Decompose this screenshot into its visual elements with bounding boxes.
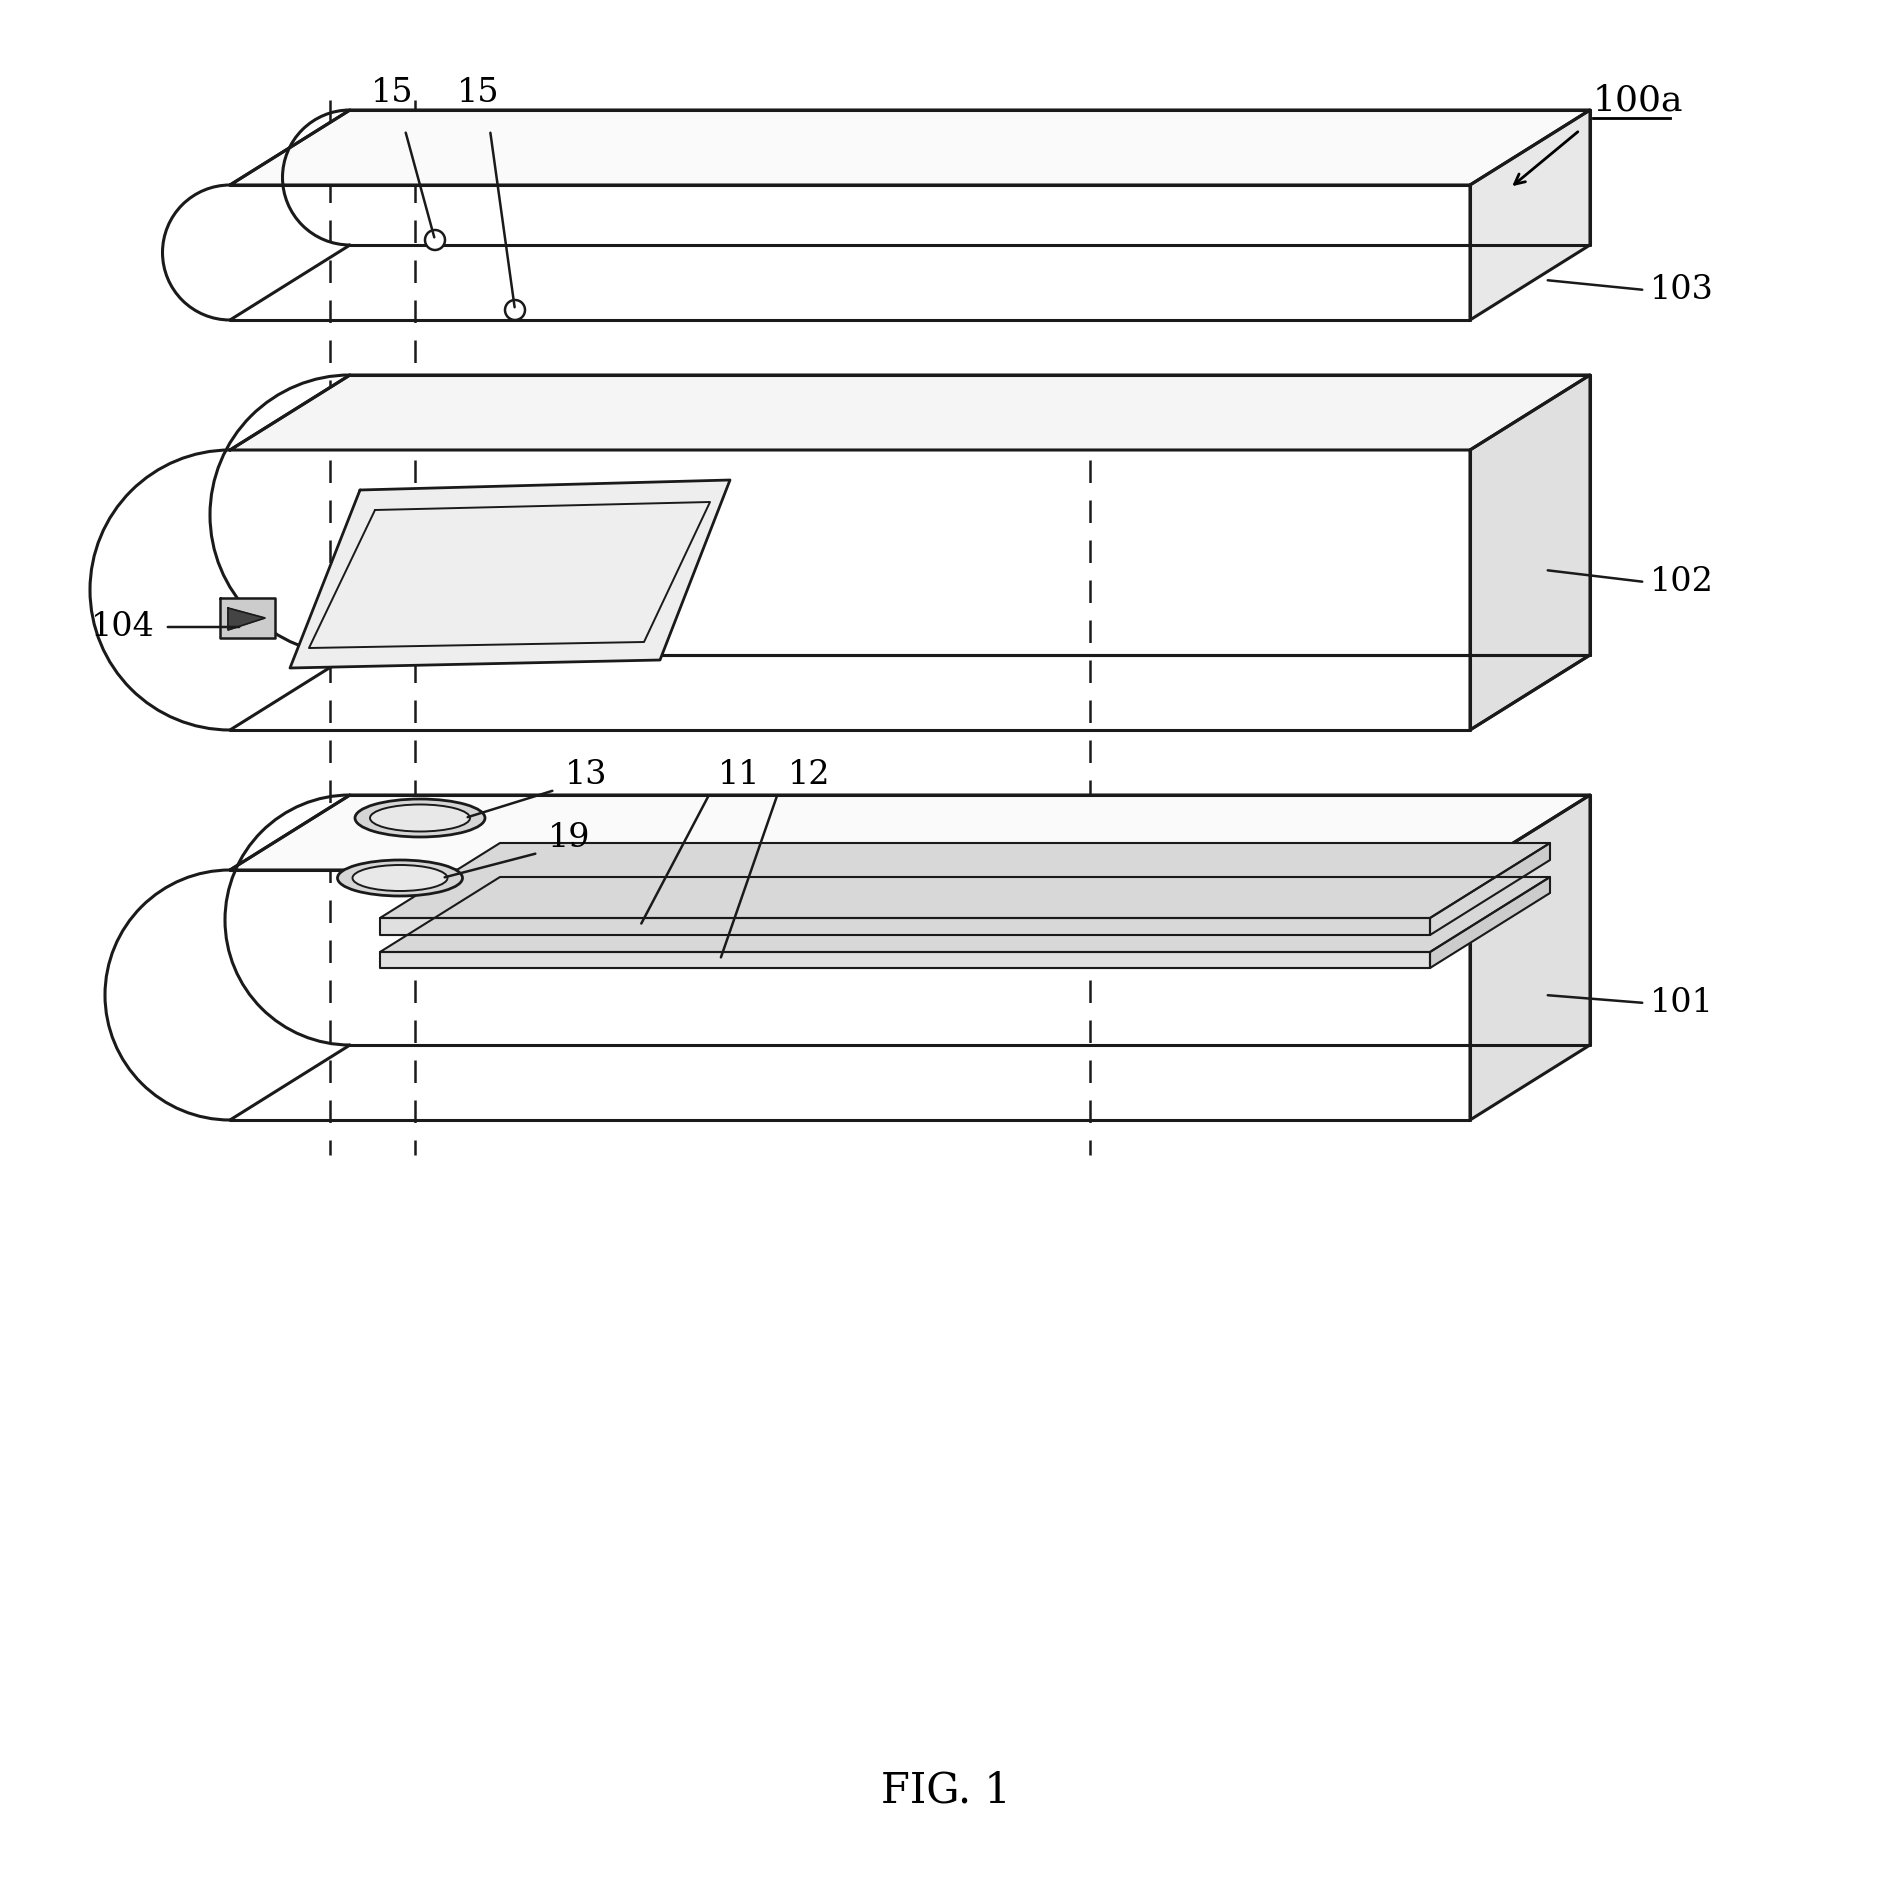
Ellipse shape <box>371 804 469 831</box>
Polygon shape <box>1470 110 1589 319</box>
Polygon shape <box>1470 795 1589 1120</box>
Text: 104: 104 <box>91 610 155 643</box>
Polygon shape <box>380 842 1550 918</box>
Polygon shape <box>1470 374 1589 730</box>
Polygon shape <box>1430 842 1550 935</box>
Circle shape <box>426 230 445 251</box>
Text: 100a: 100a <box>1593 84 1684 118</box>
Text: 12: 12 <box>787 758 831 791</box>
Circle shape <box>505 300 524 319</box>
Ellipse shape <box>337 859 462 895</box>
Text: 15: 15 <box>456 78 499 108</box>
Text: 11: 11 <box>717 758 761 791</box>
Ellipse shape <box>352 865 448 892</box>
Polygon shape <box>229 608 265 629</box>
Polygon shape <box>380 918 1430 935</box>
Ellipse shape <box>356 798 484 836</box>
Text: 15: 15 <box>371 78 412 108</box>
Text: 103: 103 <box>1650 274 1714 306</box>
Text: 101: 101 <box>1650 987 1714 1019</box>
Polygon shape <box>380 952 1430 968</box>
Text: FIG. 1: FIG. 1 <box>882 1770 1010 1812</box>
Polygon shape <box>231 374 1589 451</box>
Polygon shape <box>231 110 1589 184</box>
Text: 102: 102 <box>1650 566 1714 599</box>
Polygon shape <box>380 876 1550 952</box>
Polygon shape <box>231 795 1589 871</box>
Text: 19: 19 <box>549 821 590 854</box>
Polygon shape <box>289 479 730 667</box>
Polygon shape <box>219 599 274 639</box>
Text: 13: 13 <box>566 758 607 791</box>
Polygon shape <box>1430 876 1550 968</box>
